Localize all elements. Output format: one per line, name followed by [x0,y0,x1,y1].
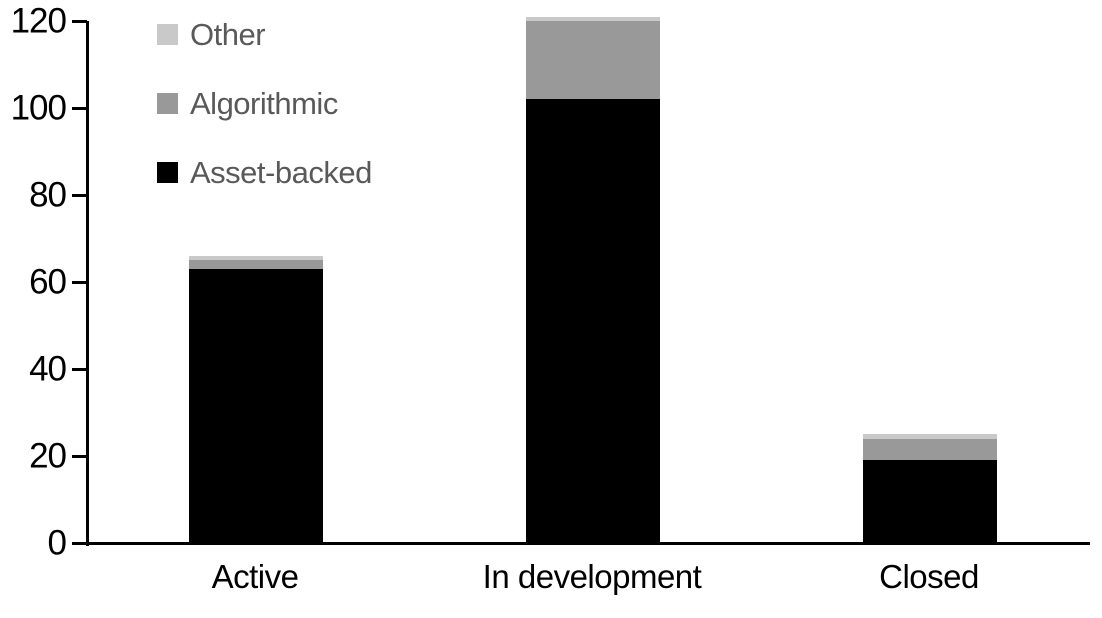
x-category-label-active: Active [211,558,299,595]
y-tick-mark [72,542,87,545]
y-tick-mark [72,455,87,458]
y-tick-mark [72,368,87,371]
x-category-label-closed: Closed [879,558,979,595]
y-tick-label: 20 [29,436,67,476]
legend-swatch-algorithmic [157,93,178,114]
bar-segment-algorithmic-closed [863,438,997,461]
bar-segment-algorithmic-in-development [526,21,660,100]
legend-item-asset-backed: Asset-backed [157,157,372,188]
bar-segment-algorithmic-active [189,260,323,269]
y-tick-label: 80 [29,175,67,215]
bar-segment-other-closed [863,434,997,439]
chart-legend: Other Algorithmic Asset-backed [157,19,372,231]
x-axis-line [72,542,1090,545]
bar-segment-other-active [189,255,323,261]
legend-label-other: Other [190,17,266,52]
bar-segment-asset-backed-active [189,268,323,543]
legend-swatch-asset-backed [157,162,178,183]
legend-item-other: Other [157,19,372,50]
x-category-label-in-development: In development [482,558,702,595]
y-axis-line [86,21,89,546]
legend-label-asset-backed: Asset-backed [190,155,372,190]
legend-item-algorithmic: Algorithmic [157,88,372,119]
bar-segment-other-in-development [526,16,660,21]
y-tick-label: 0 [47,523,67,563]
y-tick-mark [72,281,87,284]
y-tick-label: 100 [10,88,67,128]
legend-swatch-other [157,24,178,45]
y-tick-label: 120 [10,1,67,41]
bar-segment-asset-backed-in-development [526,99,660,543]
y-tick-label: 60 [29,262,67,302]
y-tick-label: 40 [29,349,67,389]
bar-segment-asset-backed-closed [863,460,997,543]
legend-label-algorithmic: Algorithmic [190,86,338,121]
y-tick-mark [72,194,87,197]
y-tick-mark [72,20,87,23]
y-tick-mark [72,107,87,110]
